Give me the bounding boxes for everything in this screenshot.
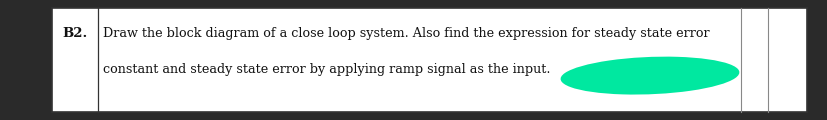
Ellipse shape [560, 57, 739, 95]
FancyBboxPatch shape [52, 8, 806, 112]
Text: Draw the block diagram of a close loop system. Also find the expression for stea: Draw the block diagram of a close loop s… [103, 27, 710, 40]
Text: constant and steady state error by applying ramp signal as the input.: constant and steady state error by apply… [103, 63, 550, 76]
Text: B2.: B2. [62, 27, 87, 40]
